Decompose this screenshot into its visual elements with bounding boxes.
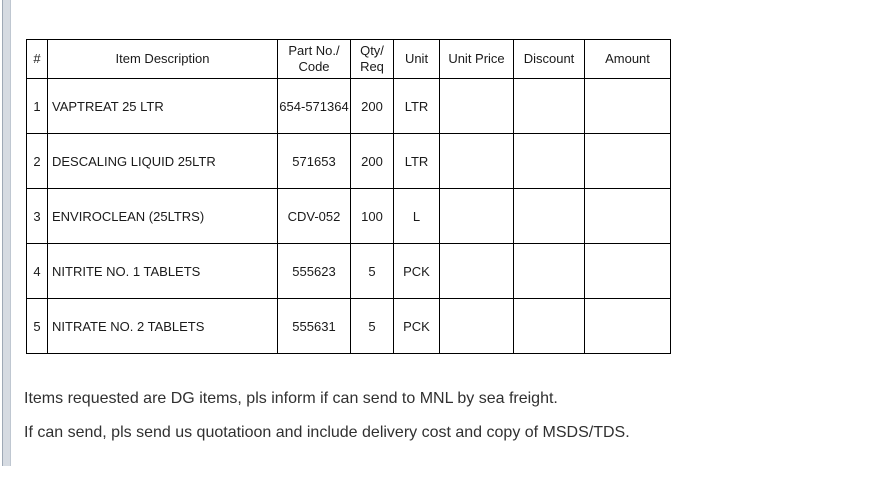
table-header-row: # Item Description Part No./ Code Qty/ R… bbox=[26, 39, 671, 79]
cell-qty: 5 bbox=[350, 298, 394, 354]
cell-amount bbox=[584, 133, 671, 189]
cell-amount bbox=[584, 298, 671, 354]
table-row: 4 NITRITE NO. 1 TABLETS 555623 5 PCK bbox=[26, 243, 671, 299]
cell-amount bbox=[584, 78, 671, 134]
cell-discount bbox=[513, 133, 585, 189]
cell-qty: 100 bbox=[350, 188, 394, 244]
cell-amount bbox=[584, 243, 671, 299]
col-header-unit-price: Unit Price bbox=[439, 39, 514, 79]
table-row: 1 VAPTREAT 25 LTR 654-571364 200 LTR bbox=[26, 78, 671, 134]
note-dg-items: Items requested are DG items, pls inform… bbox=[24, 390, 558, 407]
col-header-unit: Unit bbox=[393, 39, 440, 79]
cell-part-no: 555631 bbox=[277, 298, 351, 354]
cell-description: DESCALING LIQUID 25LTR bbox=[47, 133, 278, 189]
col-header-amount: Amount bbox=[584, 39, 671, 79]
cell-number: 3 bbox=[26, 188, 48, 244]
cell-part-no: 654-571364 bbox=[277, 78, 351, 134]
cell-unit: LTR bbox=[393, 133, 440, 189]
cell-number: 4 bbox=[26, 243, 48, 299]
vertical-scrollbar[interactable] bbox=[2, 0, 11, 466]
cell-number: 5 bbox=[26, 298, 48, 354]
cell-unit: PCK bbox=[393, 298, 440, 354]
cell-description: ENVIROCLEAN (25LTRS) bbox=[47, 188, 278, 244]
cell-discount bbox=[513, 243, 585, 299]
cell-amount bbox=[584, 188, 671, 244]
table-row: 5 NITRATE NO. 2 TABLETS 555631 5 PCK bbox=[26, 298, 671, 354]
cell-unit: LTR bbox=[393, 78, 440, 134]
cell-part-no: 571653 bbox=[277, 133, 351, 189]
items-table: # Item Description Part No./ Code Qty/ R… bbox=[26, 39, 671, 354]
col-header-description: Item Description bbox=[47, 39, 278, 79]
table-row: 2 DESCALING LIQUID 25LTR 571653 200 LTR bbox=[26, 133, 671, 189]
cell-description: NITRATE NO. 2 TABLETS bbox=[47, 298, 278, 354]
cell-number: 1 bbox=[26, 78, 48, 134]
cell-discount bbox=[513, 188, 585, 244]
cell-unit-price bbox=[439, 133, 514, 189]
cell-unit: L bbox=[393, 188, 440, 244]
cell-discount bbox=[513, 298, 585, 354]
cell-unit-price bbox=[439, 298, 514, 354]
cell-qty: 200 bbox=[350, 78, 394, 134]
cell-unit-price bbox=[439, 78, 514, 134]
cell-part-no: CDV-052 bbox=[277, 188, 351, 244]
table-row: 3 ENVIROCLEAN (25LTRS) CDV-052 100 L bbox=[26, 188, 671, 244]
cell-description: NITRITE NO. 1 TABLETS bbox=[47, 243, 278, 299]
cell-discount bbox=[513, 78, 585, 134]
col-header-qty: Qty/ Req bbox=[350, 39, 394, 79]
cell-part-no: 555623 bbox=[277, 243, 351, 299]
cell-qty: 200 bbox=[350, 133, 394, 189]
cell-unit-price bbox=[439, 243, 514, 299]
cell-qty: 5 bbox=[350, 243, 394, 299]
col-header-number: # bbox=[26, 39, 48, 79]
cell-description: VAPTREAT 25 LTR bbox=[47, 78, 278, 134]
note-quotation: If can send, pls send us quotatioon and … bbox=[24, 424, 630, 441]
cell-unit: PCK bbox=[393, 243, 440, 299]
cell-number: 2 bbox=[26, 133, 48, 189]
col-header-discount: Discount bbox=[513, 39, 585, 79]
col-header-part-no: Part No./ Code bbox=[277, 39, 351, 79]
cell-unit-price bbox=[439, 188, 514, 244]
